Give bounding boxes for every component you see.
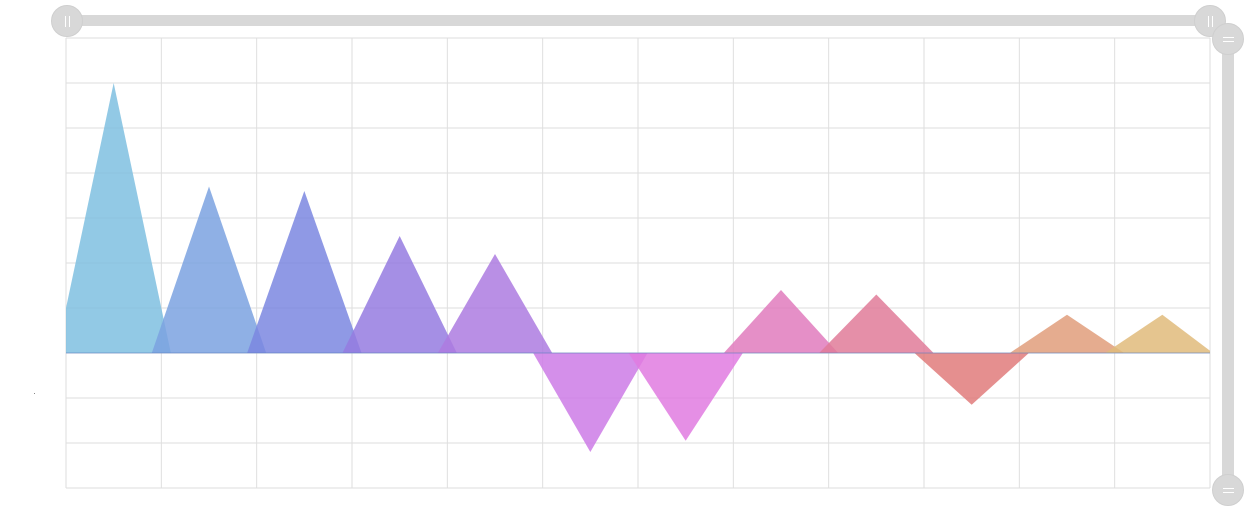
area-peak[interactable]: [1105, 314, 1210, 353]
area-peak[interactable]: [628, 353, 743, 441]
chart-grid: [65, 37, 1211, 489]
x-zoom-start-handle[interactable]: [51, 5, 83, 37]
area-peak[interactable]: [66, 83, 171, 353]
area-peak[interactable]: [533, 353, 648, 452]
area-peak[interactable]: [247, 191, 362, 353]
area-peak[interactable]: [723, 290, 839, 353]
y-zoom-slider-track[interactable]: [1222, 39, 1234, 490]
grip-horizontal-icon: [1222, 36, 1234, 42]
x-zoom-slider-track[interactable]: [66, 15, 1210, 26]
y-zoom-start-handle[interactable]: [1212, 23, 1244, 55]
area-peak[interactable]: [1009, 314, 1125, 353]
chart-marks: [66, 83, 1210, 452]
grip-vertical-icon: [64, 15, 70, 27]
stray-mark: [34, 393, 35, 394]
area-peak[interactable]: [151, 186, 267, 354]
y-zoom-end-handle[interactable]: [1212, 474, 1244, 506]
x-zoom-end-handle[interactable]: [1194, 5, 1226, 37]
area-peak[interactable]: [437, 254, 553, 353]
area-peak[interactable]: [914, 353, 1029, 405]
grip-horizontal-icon: [1222, 487, 1234, 493]
area-peak[interactable]: [342, 236, 457, 353]
area-peak[interactable]: [819, 294, 934, 354]
grip-vertical-icon: [1207, 15, 1213, 27]
